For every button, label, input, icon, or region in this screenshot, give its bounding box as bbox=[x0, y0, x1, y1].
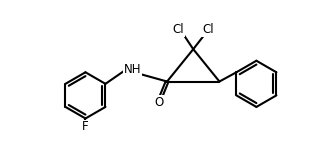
Text: Cl: Cl bbox=[173, 23, 185, 36]
Text: NH: NH bbox=[124, 63, 141, 77]
Text: O: O bbox=[154, 96, 163, 109]
Text: F: F bbox=[82, 121, 89, 133]
Text: Cl: Cl bbox=[202, 23, 214, 36]
